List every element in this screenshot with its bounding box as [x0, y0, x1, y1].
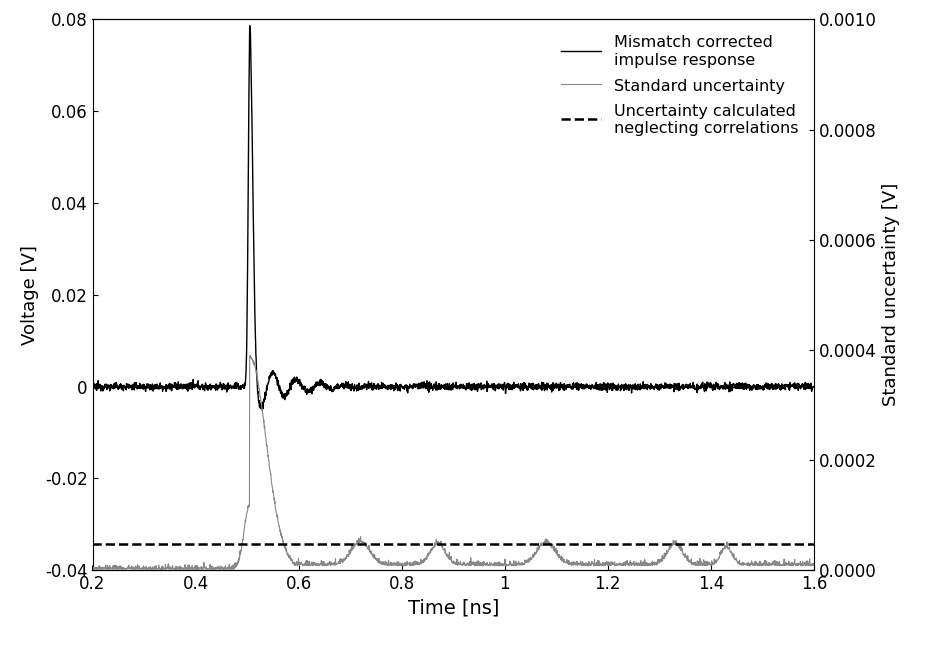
- Legend: Mismatch corrected
impulse response, Standard uncertainty, Uncertainty calculate: Mismatch corrected impulse response, Sta…: [553, 27, 806, 144]
- Y-axis label: Standard uncertainty [V]: Standard uncertainty [V]: [882, 183, 900, 406]
- Mismatch corrected
impulse response: [808, 383, 820, 391]
- Standard uncertainty: [515, 559, 526, 567]
- X-axis label: Time [ns]: Time [ns]: [408, 599, 499, 618]
- Mismatch corrected
impulse response: [466, 386, 477, 394]
- Standard uncertainty: [466, 561, 477, 568]
- Standard uncertainty: [124, 564, 135, 572]
- Standard uncertainty: [597, 562, 608, 570]
- Mismatch corrected
impulse response: [597, 383, 608, 391]
- Y-axis label: Voltage [V]: Voltage [V]: [21, 245, 40, 345]
- Mismatch corrected
impulse response: [581, 383, 592, 391]
- Mismatch corrected
impulse response: [257, 405, 268, 413]
- Standard uncertainty: [244, 352, 255, 360]
- Standard uncertainty: [494, 559, 505, 566]
- Mismatch corrected
impulse response: [87, 383, 98, 391]
- Standard uncertainty: [88, 565, 99, 573]
- Standard uncertainty: [581, 561, 592, 569]
- Mismatch corrected
impulse response: [494, 382, 505, 389]
- Line: Mismatch corrected
impulse response: Mismatch corrected impulse response: [92, 26, 814, 409]
- Mismatch corrected
impulse response: [124, 382, 135, 389]
- Standard uncertainty: [87, 562, 98, 570]
- Mismatch corrected
impulse response: [515, 387, 526, 395]
- Mismatch corrected
impulse response: [244, 22, 255, 30]
- Line: Standard uncertainty: Standard uncertainty: [92, 356, 814, 569]
- Standard uncertainty: [808, 560, 820, 568]
